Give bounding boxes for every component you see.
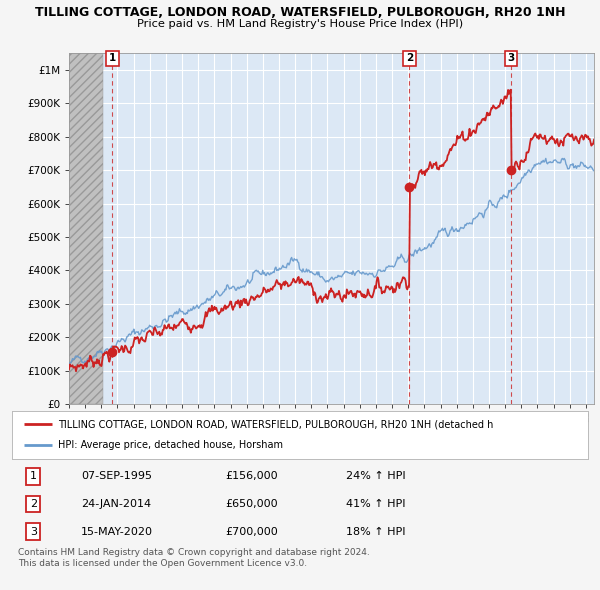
Text: Price paid vs. HM Land Registry's House Price Index (HPI): Price paid vs. HM Land Registry's House … <box>137 19 463 30</box>
Text: Contains HM Land Registry data © Crown copyright and database right 2024.
This d: Contains HM Land Registry data © Crown c… <box>18 548 370 568</box>
Bar <box>69 53 103 404</box>
Text: 1: 1 <box>30 471 37 481</box>
Text: 18% ↑ HPI: 18% ↑ HPI <box>346 526 406 536</box>
Text: TILLING COTTAGE, LONDON ROAD, WATERSFIELD, PULBOROUGH, RH20 1NH: TILLING COTTAGE, LONDON ROAD, WATERSFIEL… <box>35 6 565 19</box>
Text: 15-MAY-2020: 15-MAY-2020 <box>81 526 153 536</box>
Text: TILLING COTTAGE, LONDON ROAD, WATERSFIELD, PULBOROUGH, RH20 1NH (detached h: TILLING COTTAGE, LONDON ROAD, WATERSFIEL… <box>58 419 493 429</box>
Text: £650,000: £650,000 <box>225 499 278 509</box>
Text: 2: 2 <box>30 499 37 509</box>
Text: £156,000: £156,000 <box>225 471 278 481</box>
Text: £700,000: £700,000 <box>225 526 278 536</box>
Text: 41% ↑ HPI: 41% ↑ HPI <box>346 499 406 509</box>
Text: 3: 3 <box>508 53 515 63</box>
Text: 07-SEP-1995: 07-SEP-1995 <box>81 471 152 481</box>
Text: 24% ↑ HPI: 24% ↑ HPI <box>346 471 406 481</box>
Text: 1: 1 <box>109 53 116 63</box>
Text: 3: 3 <box>30 526 37 536</box>
Text: HPI: Average price, detached house, Horsham: HPI: Average price, detached house, Hors… <box>58 441 283 451</box>
Text: 24-JAN-2014: 24-JAN-2014 <box>81 499 151 509</box>
Text: 2: 2 <box>406 53 413 63</box>
